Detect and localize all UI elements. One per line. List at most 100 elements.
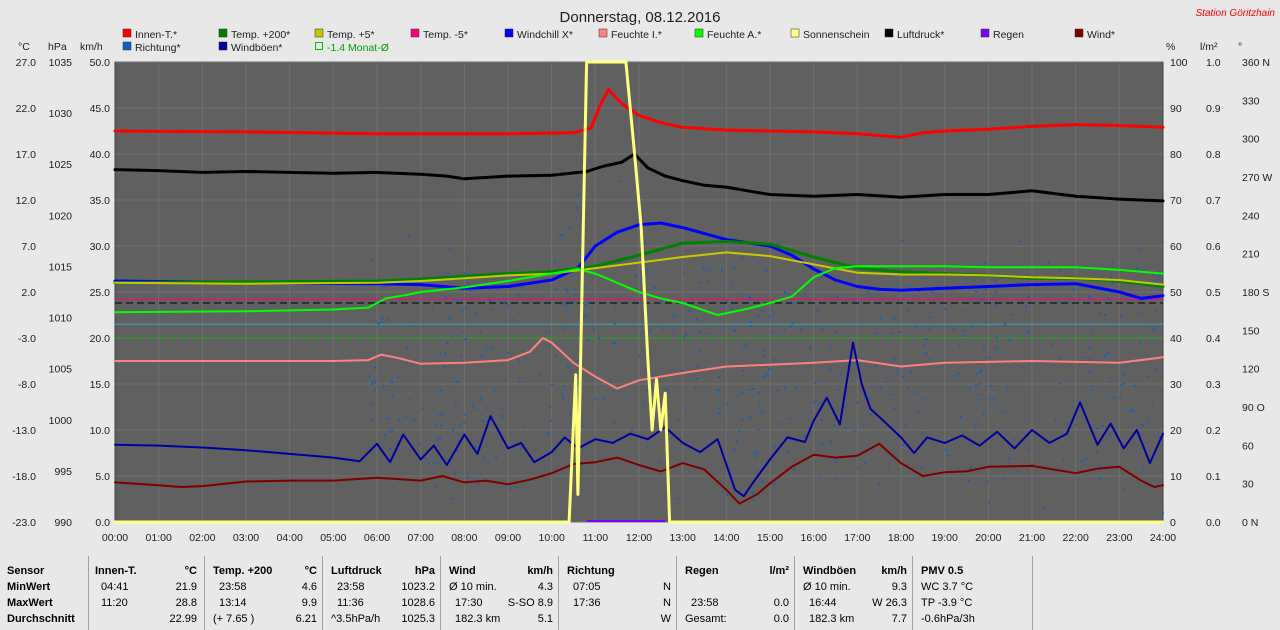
stats-value: N [663, 597, 671, 609]
direction-dot [1011, 313, 1014, 316]
direction-dot [1006, 386, 1009, 389]
direction-dot [480, 354, 483, 357]
direction-dot [389, 448, 392, 451]
direction-dot [1008, 457, 1011, 460]
direction-dot [507, 351, 510, 354]
direction-dot [937, 285, 940, 288]
stats-value: S-SO 8.9 [507, 597, 553, 609]
direction-dot [570, 414, 573, 417]
direction-dot [474, 312, 477, 315]
legend-swatch [694, 28, 704, 38]
direction-dot [795, 387, 798, 390]
direction-dot [1028, 478, 1031, 481]
direction-dot [773, 358, 776, 361]
y-tick-celsius: 12.0 [16, 195, 37, 207]
y-tick-deg: 180 S [1242, 287, 1269, 299]
y-tick-hpa: 990 [54, 517, 72, 529]
x-tick: 12:00 [626, 532, 652, 544]
direction-dot [398, 419, 401, 422]
direction-dot [1091, 385, 1094, 388]
stats-header: Wind [449, 565, 476, 577]
y-tick-deg: 240 [1242, 210, 1260, 222]
stats-header: Temp. +200 [213, 565, 273, 577]
direction-dot [760, 480, 763, 483]
direction-dot [762, 410, 765, 413]
direction-dot [567, 311, 570, 314]
direction-dot [464, 338, 467, 341]
direction-dot [776, 389, 779, 392]
axis-unit-percent: % [1166, 41, 1175, 53]
x-tick: 01:00 [146, 532, 172, 544]
direction-dot [943, 307, 946, 310]
direction-dot [929, 358, 932, 361]
series-line-sonnenschein [113, 60, 1165, 524]
direction-dot [562, 303, 565, 306]
direction-dot [958, 344, 961, 347]
y-tick-deg: 330 [1242, 95, 1260, 107]
direction-dot [903, 423, 906, 426]
direction-dot [988, 356, 991, 359]
direction-dot [708, 332, 711, 335]
x-tick: 02:00 [189, 532, 215, 544]
direction-dot [976, 372, 979, 375]
direction-dot [1022, 366, 1025, 369]
direction-dot [1103, 313, 1106, 316]
direction-dot [462, 421, 465, 424]
direction-dot [875, 332, 878, 335]
direction-dot [733, 266, 736, 269]
direction-dot [1101, 424, 1104, 427]
stats-unit: hPa [414, 565, 435, 577]
x-tick: 18:00 [888, 532, 914, 544]
direction-dot [902, 375, 905, 378]
stats-time: 11:36 [337, 597, 364, 609]
y-tick-celsius: -3.0 [18, 333, 36, 345]
direction-dot [418, 443, 421, 446]
direction-dot [1019, 241, 1022, 244]
station-name: Station Göritzhain [1196, 8, 1276, 19]
x-tick: 09:00 [495, 532, 521, 544]
y-tick-hpa: 1000 [49, 415, 73, 427]
direction-dot [373, 389, 376, 392]
direction-dot [1089, 390, 1092, 393]
direction-dot [572, 300, 575, 303]
direction-dot [575, 206, 578, 209]
y-tick-celsius: 22.0 [16, 103, 37, 115]
direction-dot [804, 292, 807, 295]
direction-dot [853, 430, 856, 433]
direction-dot [694, 386, 697, 389]
x-tick: 21:00 [1019, 532, 1045, 544]
direction-dot [974, 425, 977, 428]
direction-dot [576, 194, 579, 197]
direction-dot [971, 326, 974, 329]
direction-dot [746, 343, 749, 346]
direction-dot [1017, 470, 1020, 473]
direction-dot [382, 384, 385, 387]
direction-dot [454, 404, 457, 407]
direction-dot [995, 290, 998, 293]
stats-value: W 26.3 [872, 597, 907, 609]
direction-dot [431, 305, 434, 308]
direction-dot [800, 328, 803, 331]
direction-dot [643, 242, 646, 245]
direction-dot [813, 401, 816, 404]
stats-value: 0.0 [773, 597, 789, 609]
direction-dot [638, 355, 641, 358]
direction-dot [568, 227, 571, 230]
direction-dot [466, 260, 469, 263]
direction-dot [696, 377, 699, 380]
direction-dot [1155, 310, 1158, 313]
direction-dot [371, 383, 374, 386]
direction-dot [1001, 411, 1004, 414]
direction-dot [464, 284, 467, 287]
direction-dot [726, 494, 729, 497]
direction-dot [791, 322, 794, 325]
direction-dot [676, 497, 679, 500]
stats-unit: °C [304, 565, 317, 577]
series-line-wind [114, 442, 1164, 505]
direction-dot [1151, 404, 1154, 407]
stats-block-temp200: Temp. +200 °C 23:58 4.6 13:14 9.9 (+ 7.65 )… [204, 556, 323, 630]
direction-dot [435, 438, 438, 441]
stats-pmv-wc: WC 3.7 °C [921, 581, 974, 593]
direction-dot [716, 388, 719, 391]
direction-dot [793, 467, 796, 470]
